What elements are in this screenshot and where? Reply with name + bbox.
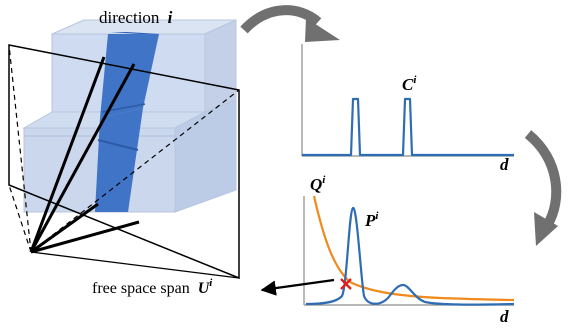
q-label: Qi [310, 174, 326, 194]
ray-band-lower [95, 108, 143, 212]
p-label: Pi [364, 210, 379, 230]
p-superscript: i [375, 210, 379, 222]
occupancy-curve [302, 97, 514, 157]
c-label: Ci [402, 74, 417, 94]
p-curve [305, 206, 515, 306]
d-axis-label-top: d [500, 155, 509, 174]
c-symbol: C [402, 75, 414, 94]
frustum-dashed-2 [30, 89, 240, 253]
ray-bold-4 [30, 220, 140, 254]
occupancy-plot: Ci d [301, 44, 514, 174]
q-curve [312, 195, 515, 302]
ray-band-top [110, 32, 160, 34]
crossing-marker [340, 278, 352, 290]
curved-arrow-top-head [305, 18, 340, 42]
curved-arrow-right-body [524, 130, 562, 227]
u-symbol: U [198, 280, 211, 297]
ray-bold-2 [29, 63, 136, 253]
direction-label: direction i [99, 8, 173, 27]
curved-arrow-top-body [240, 5, 322, 34]
q-superscript: i [322, 174, 326, 186]
box-upper-side [204, 19, 237, 113]
c-superscript: i [413, 74, 417, 86]
scene-3d: direction i [8, 8, 240, 280]
frustum-solid-bottom [30, 251, 240, 279]
free-space-label: free space span Ui [92, 277, 213, 297]
frustum-dashed-1 [8, 44, 32, 253]
direction-text: direction [99, 8, 160, 27]
ray-bold-1 [29, 56, 106, 253]
free-space-arrow [260, 278, 335, 296]
ray-band [95, 32, 160, 212]
free-space-text: free space span [92, 280, 190, 297]
ray-band-ledge [97, 139, 139, 151]
ray-bold-3 [30, 202, 99, 254]
camera-frustum [8, 44, 240, 280]
frustum-dashed-3 [8, 184, 32, 253]
p-symbol: P [364, 211, 376, 230]
u-superscript: i [209, 277, 213, 289]
direction-symbol: i [168, 8, 173, 27]
d-axis-label-bottom: d [500, 307, 509, 326]
probability-plot: Qi Pi d [303, 174, 515, 326]
curved-arrow-right-head [534, 212, 558, 246]
transition-arrow-right [524, 130, 562, 246]
free-space-annotation: free space span Ui [92, 277, 335, 297]
crossing-marker-stroke-2 [340, 278, 352, 290]
transition-arrow-top [240, 5, 340, 42]
q-symbol: Q [310, 175, 322, 194]
